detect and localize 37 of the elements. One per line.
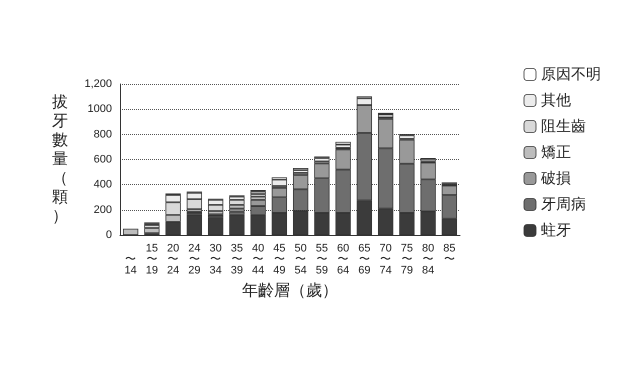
legend-label: 蛀牙 xyxy=(541,222,571,239)
legend-label: 牙周病 xyxy=(541,196,586,213)
x-tick-label: 45〜49 xyxy=(273,242,286,276)
legend-label: 矯正 xyxy=(541,144,571,161)
x-axis-title: 年齡層（歲） xyxy=(242,282,338,300)
x-tick-label: 60〜64 xyxy=(337,242,350,276)
x-tick-label: 75〜79 xyxy=(400,242,413,276)
y-axis-title: 拔牙數量（顆） xyxy=(52,94,68,225)
x-tick-label: 15〜19 xyxy=(146,242,158,276)
bar xyxy=(272,180,288,186)
bar xyxy=(314,158,330,162)
y-tick-label: 400 xyxy=(94,178,112,191)
x-tick-label: 〜14 xyxy=(124,254,137,276)
legend-label: 其他 xyxy=(541,92,571,109)
bar xyxy=(229,200,245,205)
x-tick-label: 20〜24 xyxy=(167,242,180,276)
y-tick-label: 600 xyxy=(94,154,112,166)
y-tick-label: 800 xyxy=(94,128,112,140)
x-tick-label: 40〜44 xyxy=(252,242,264,276)
x-tick-label: 80〜84 xyxy=(422,242,434,276)
x-tick-label: 24〜29 xyxy=(188,242,200,276)
legend-label: 破損 xyxy=(540,170,571,187)
legend-label: 原因不明 xyxy=(541,66,601,83)
bar xyxy=(144,228,160,234)
legend-label: 阻生齒 xyxy=(541,118,586,135)
y-tick-label: 1,200 xyxy=(84,78,112,90)
x-tick-label: 70〜74 xyxy=(380,242,392,276)
y-tick-label: 200 xyxy=(94,204,112,216)
y-tick-label: 1000 xyxy=(88,103,112,116)
x-tick-label: 30〜34 xyxy=(210,242,222,276)
bar xyxy=(229,208,245,212)
x-tick-label: 50〜54 xyxy=(294,242,307,276)
x-tick-label: 85〜 xyxy=(443,242,456,266)
x-tick-label: 35〜39 xyxy=(230,242,243,276)
x-tick-label: 55〜59 xyxy=(316,242,328,276)
x-tick-label: 65〜69 xyxy=(358,242,370,276)
y-tick-label: 0 xyxy=(106,229,112,241)
